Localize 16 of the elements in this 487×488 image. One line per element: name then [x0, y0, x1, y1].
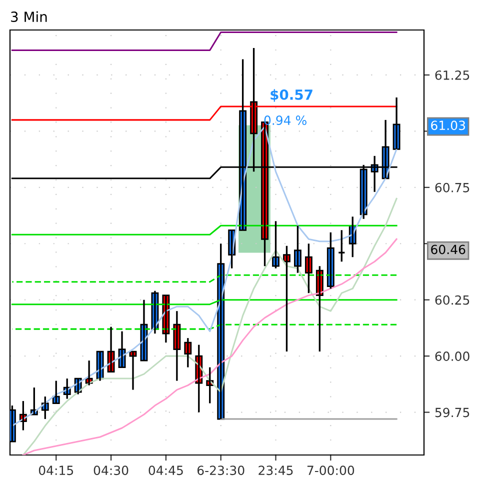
text: 60.46: [431, 244, 466, 254]
x-tick-label: 7-00:00: [307, 466, 354, 476]
x-tick-label: 6-23:30: [197, 466, 244, 476]
chart-title: 3 Min: [11, 11, 47, 22]
text: 61.03: [431, 120, 465, 130]
annotation: $0.57: [270, 89, 312, 102]
y-tick-label: 61.25: [435, 70, 470, 80]
y-tick-label: 60.25: [435, 295, 470, 305]
y-tick-label: 59.75: [435, 408, 470, 418]
y-tick-label: 60.00: [435, 352, 470, 361]
y-tick-label: 60.75: [435, 182, 470, 192]
annotation: 0.94 %: [264, 116, 306, 125]
x-tick-label: 04:30: [94, 466, 128, 476]
x-tick-label: 23:45: [258, 466, 293, 476]
x-tick-label: 04:45: [148, 466, 183, 476]
x-tick-label: 04:15: [38, 466, 74, 476]
